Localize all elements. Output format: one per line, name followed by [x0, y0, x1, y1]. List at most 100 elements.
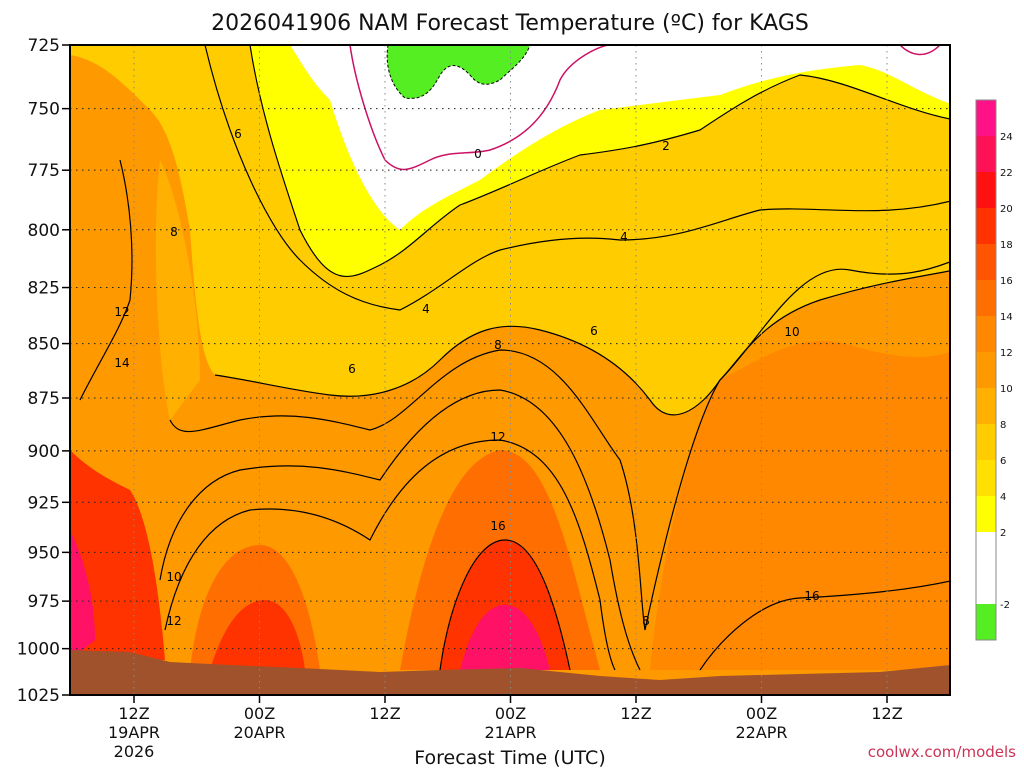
x-tick-label: 12Z [871, 704, 902, 723]
y-tick-label: 1000 [17, 640, 60, 660]
x-tick-label: 12Z [118, 704, 149, 723]
x-tick-label: 22APR [735, 723, 787, 742]
contour-0-right [899, 45, 941, 56]
y-tick-label: 1025 [17, 686, 60, 706]
x-axis-title: Forecast Time (UTC) [414, 747, 605, 768]
colorbar-segment [976, 388, 996, 424]
colorbar-segment [976, 136, 996, 172]
contour-label: 0 [474, 147, 482, 161]
x-tick-label: 12Z [369, 704, 400, 723]
x-tick-label: 2026 [114, 742, 155, 761]
contour-label: 8 [170, 225, 178, 239]
colorbar-frame [975, 99, 997, 641]
colorbar-label: 4 [1000, 492, 1006, 503]
colorbar-label: 18 [1000, 240, 1013, 251]
y-tick-label: 900 [28, 442, 60, 462]
colorbar-segment [976, 280, 996, 316]
contour-label: 6 [234, 127, 242, 141]
temp-field-10-right [650, 341, 950, 670]
temp-field-22-left [70, 530, 95, 660]
contour-16-right [699, 580, 950, 671]
contour-0 [349, 45, 611, 171]
contour-4 [204, 45, 950, 311]
colorbar-label: 12 [1000, 348, 1013, 359]
y-tick-label: 925 [28, 493, 60, 513]
colorbar-label: 6 [1000, 456, 1006, 467]
colorbar-segment [976, 352, 996, 388]
contour-label: 14 [114, 356, 129, 370]
colorbar-segment [976, 172, 996, 208]
colorbar-segment [976, 424, 996, 460]
contour-2 [249, 45, 950, 278]
temp-field-2 [290, 45, 950, 230]
temp-field-22-mid [460, 605, 550, 670]
temp-field-8 [155, 160, 200, 420]
credit-text: coolwx.com/models [868, 743, 1016, 761]
contour-12 [164, 439, 616, 671]
y-tick-label: 825 [28, 279, 60, 299]
colorbar-label: -2 [1000, 600, 1010, 611]
colorbar-label: 2 [1000, 528, 1006, 539]
y-tick-label: 750 [28, 100, 60, 120]
contour-labels: 0 2 4 4 6 6 6 8 8 8 10 10 12 12 12 14 16 16 [114, 127, 819, 628]
colorbar-label: 24 [1000, 132, 1013, 143]
y-tick-label: 775 [28, 161, 60, 181]
contour-label: 6 [348, 362, 356, 376]
colorbar-segment [976, 604, 996, 640]
colorbar-label: 10 [1000, 384, 1013, 395]
contour-label: 4 [422, 302, 430, 316]
x-tick-label: 21APR [484, 723, 536, 742]
contour-label: 8 [642, 614, 650, 628]
colorbar-label: 14 [1000, 312, 1013, 323]
y-tick-label: 975 [28, 592, 60, 612]
contour-label: 12 [166, 614, 181, 628]
colorbar-segment [976, 316, 996, 352]
x-tick-label: 12Z [620, 704, 651, 723]
colorbar-label: 20 [1000, 204, 1013, 215]
colorbar-segment [976, 244, 996, 280]
colorbar-segment [976, 100, 996, 136]
colorbar-label: 16 [1000, 276, 1013, 287]
contour-label: 10 [784, 325, 799, 339]
x-tick-label: 00Z [244, 704, 275, 723]
y-axis: 725 750 775 800 825 850 875 900 925 950 975 1000 102… [17, 36, 70, 706]
contour-label: 16 [804, 589, 819, 603]
chart-title: 2026041906 NAM Forecast Temperature (ºC)… [211, 11, 809, 36]
contour-14-left [79, 159, 133, 401]
colorbar-label: 22 [1000, 168, 1013, 179]
temp-field-neg2 [386, 45, 531, 99]
contour-label: 2 [662, 139, 670, 153]
y-tick-label: 850 [28, 335, 60, 355]
contour-8 [169, 261, 950, 631]
contour-label: 12 [114, 305, 129, 319]
plot-area [70, 45, 950, 695]
temp-field-18-left2 [210, 600, 305, 670]
y-tick-label: 800 [28, 221, 60, 241]
y-tick-label: 875 [28, 389, 60, 409]
contour-label: 16 [490, 519, 505, 533]
contour-label: 8 [494, 338, 502, 352]
colorbar-segment [976, 532, 996, 604]
temp-field-16-left [70, 450, 165, 660]
x-tick-label: 20APR [233, 723, 285, 742]
contour-10 [159, 389, 641, 671]
colorbar-label: 8 [1000, 420, 1006, 431]
contour-label: 6 [590, 324, 598, 338]
x-tick-label: 00Z [746, 704, 777, 723]
contour-label: 12 [490, 430, 505, 444]
colorbar-segment [976, 460, 996, 496]
y-tick-label: 725 [28, 36, 60, 56]
contour-6 [214, 270, 950, 416]
colorbar-segment [976, 496, 996, 532]
colorbar-segment [976, 208, 996, 244]
x-tick-label: 19APR [108, 723, 160, 742]
x-tick-label: 00Z [495, 704, 526, 723]
terrain [70, 650, 950, 695]
contour-label: 10 [166, 570, 181, 584]
contour-16 [439, 539, 571, 671]
contour-label: 4 [620, 230, 628, 244]
y-tick-label: 950 [28, 543, 60, 563]
